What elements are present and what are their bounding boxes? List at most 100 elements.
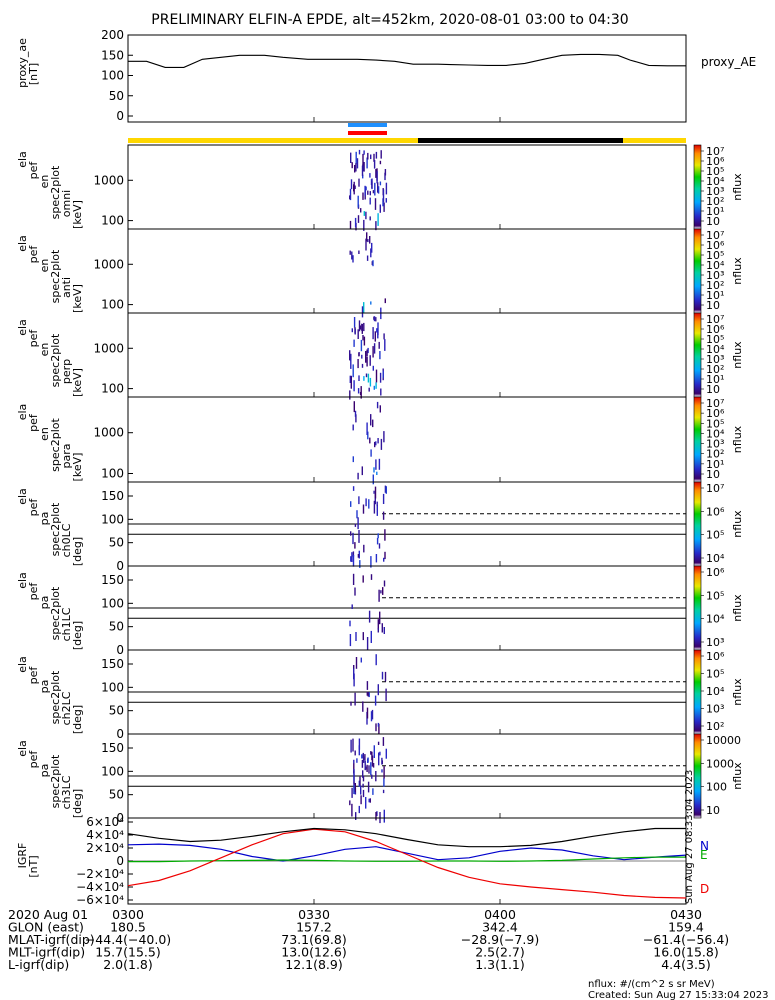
- spectrogram-cell: [377, 331, 379, 339]
- spectrogram-cell: [370, 154, 372, 160]
- spectrogram-cell: [373, 153, 375, 162]
- spectrogram-cell: [381, 757, 383, 765]
- ylabel-line: anti: [60, 277, 73, 298]
- spectrogram-cell: [370, 301, 372, 305]
- spectrogram-cell: [358, 496, 360, 505]
- colorbar-tick-label: 10⁷: [706, 145, 724, 158]
- spectrogram-cell: [372, 763, 375, 768]
- spectrogram-cell: [385, 182, 388, 195]
- colorbar-tick-label: 10⁵: [706, 333, 724, 346]
- footer-cell: 12.1(8.9): [285, 957, 342, 972]
- spectrogram-cell: [376, 471, 378, 475]
- colorbar-label: nflux: [731, 678, 744, 706]
- spectrogram-cell: [372, 788, 374, 795]
- spectrogram-cell: [385, 486, 387, 494]
- ylabel-line: [deg]: [71, 705, 84, 734]
- spectrogram-cell: [382, 370, 384, 378]
- proxy-ae-line: [128, 53, 686, 68]
- colorbar-tick-label: 10⁴: [706, 343, 725, 356]
- spectrogram-cell: [350, 531, 352, 536]
- spectrogram-cell: [369, 377, 372, 387]
- spectrogram-cell: [358, 352, 360, 357]
- spectrogram-cell: [356, 510, 358, 519]
- spectrogram-cell: [352, 551, 355, 557]
- proxy-ae-frame: [127, 34, 687, 123]
- footer-cell: 0430: [670, 907, 702, 922]
- colorbar: [693, 481, 702, 567]
- panel-ylabel: IGRF[nT]: [16, 843, 40, 878]
- spectrogram-cell: [367, 373, 370, 383]
- spectrogram-cell: [376, 501, 378, 507]
- ylabel-line: ela: [16, 488, 29, 505]
- spectrogram-cell: [367, 190, 369, 195]
- spectrogram-cell: [374, 441, 376, 448]
- colorbar-tick-label: 10⁴: [706, 613, 725, 626]
- spectrogram-cell: [365, 351, 367, 363]
- colorbar-label: nflux: [731, 594, 744, 622]
- spectrogram-cell: [362, 335, 364, 341]
- colorbar-tick-label: 10⁶: [706, 505, 725, 518]
- science-zone-blue-bar: [348, 123, 387, 127]
- spectrogram-cell: [376, 401, 379, 409]
- spectrogram-cell: [375, 382, 377, 389]
- colorbar-tick-label: 10²: [706, 195, 724, 208]
- spectrogram-cell: [362, 192, 364, 200]
- colorbar-tick-label: 10⁶: [706, 650, 725, 663]
- spectrogram-cell: [383, 627, 385, 634]
- spectrogram-cell: [383, 202, 385, 212]
- spectrogram-cell: [375, 723, 377, 732]
- y-tick-label: 100: [101, 680, 124, 694]
- spectrogram-cell: [378, 341, 380, 349]
- y-tick-label: 0: [116, 643, 124, 657]
- igrf-line-e: [128, 856, 686, 863]
- spectrogram-cell: [349, 375, 351, 383]
- spectrogram-cell: [365, 797, 367, 809]
- spectrogram-cell: [364, 185, 366, 196]
- y-tick-label: 100: [101, 467, 124, 481]
- spectrogram-cell: [361, 759, 364, 768]
- spectrogram-cell: [355, 151, 357, 165]
- spectrogram-cell: [354, 542, 356, 549]
- spectrogram-cell: [377, 628, 379, 633]
- spectrogram-cell: [357, 517, 359, 530]
- spectrogram-cell: [375, 151, 378, 159]
- spectrogram-cell: [379, 351, 381, 360]
- ylabel-line: pef: [27, 329, 40, 348]
- colorbar-label: nflux: [731, 173, 744, 201]
- spectrogram-cell: [353, 763, 355, 774]
- spectrogram-cell: [349, 390, 351, 400]
- spectrogram-cell: [380, 438, 383, 450]
- y-tick-label: 0: [116, 854, 124, 868]
- spectrogram-cell: [350, 179, 353, 190]
- ylabel-line: spec2plot: [49, 165, 62, 219]
- spectrogram-cell: [380, 150, 382, 159]
- colorbar-tick-label: 10000: [706, 734, 741, 747]
- footer-cell: −28.9(−7.9): [461, 932, 539, 947]
- spectrogram-cell: [367, 758, 369, 763]
- spectrogram-cell: [353, 665, 355, 670]
- spectrogram-cell: [353, 785, 355, 795]
- spectrogram-cell: [376, 171, 378, 184]
- spectrogram-cell: [367, 431, 369, 440]
- spectrogram-cell: [370, 711, 373, 722]
- colorbar: [693, 312, 702, 398]
- colorbar: [693, 228, 702, 314]
- panel-ylabel: proxy_ae[nT]: [16, 38, 40, 88]
- spectrogram-cell: [363, 162, 365, 172]
- spectrogram-cell: [372, 190, 375, 194]
- spectrogram-cell: [377, 186, 380, 194]
- colorbar: [693, 565, 702, 651]
- spectrogram-cell: [353, 380, 355, 392]
- spectrogram-cell: [358, 745, 360, 756]
- spectrogram-cell: [351, 787, 353, 798]
- spectrogram-cell: [382, 511, 385, 520]
- spectrogram-cell: [361, 363, 364, 368]
- spectrogram-cell: [362, 775, 365, 782]
- spectrogram-cell: [383, 333, 385, 340]
- ylabel-line: pef: [27, 498, 40, 517]
- y-tick-label: 50: [109, 89, 124, 103]
- y-tick-label: −2×10⁴: [76, 867, 124, 881]
- spectrogram-cell: [370, 449, 372, 457]
